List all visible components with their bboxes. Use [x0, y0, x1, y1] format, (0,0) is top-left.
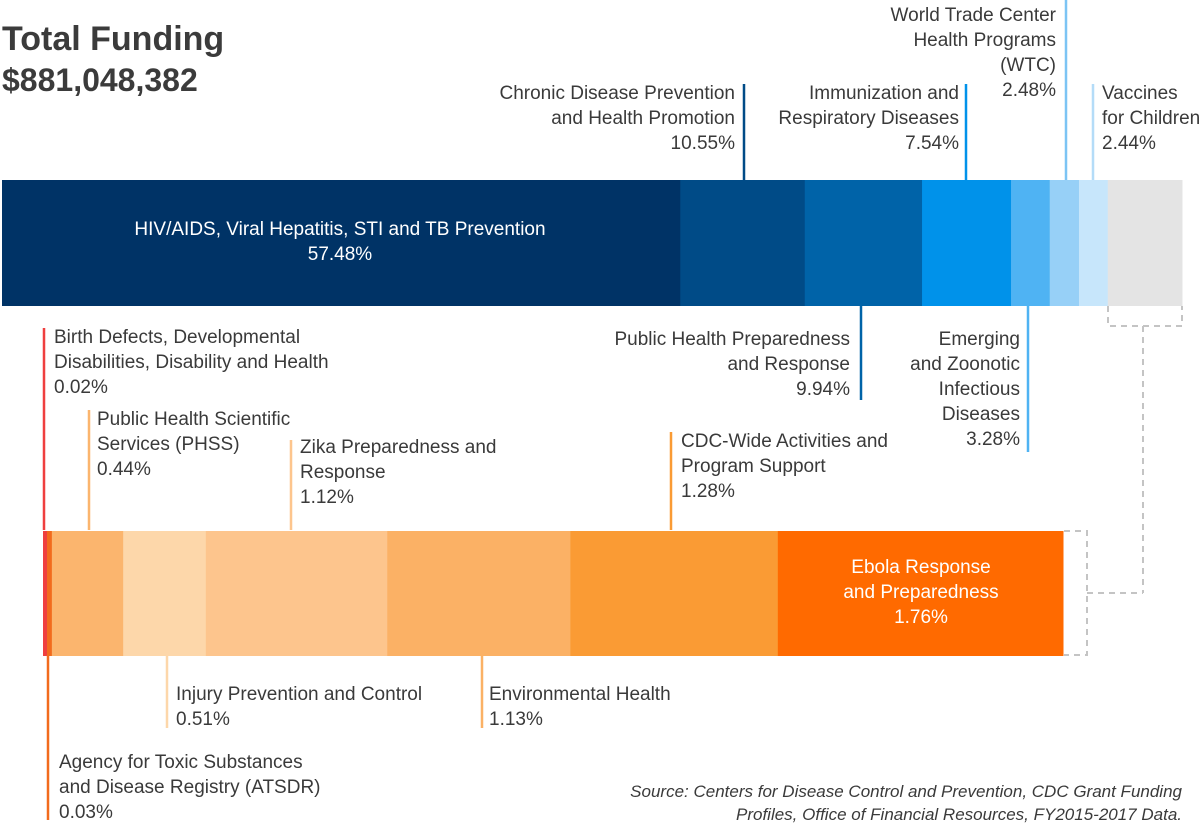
- label-wtc: World Trade Center Health Programs (WTC)…: [891, 3, 1056, 103]
- label-atsdr-line2: and Disease Registry (ATSDR): [59, 777, 321, 798]
- label-ezid-pct: 3.28%: [966, 429, 1020, 450]
- label-immunization-line2: Respiratory Diseases: [778, 108, 959, 129]
- label-zika: Zika Preparedness and Response 1.12%: [300, 435, 496, 510]
- label-vfc-line1: Vaccines: [1102, 83, 1178, 104]
- label-wtc-line2: Health Programs: [913, 30, 1056, 51]
- other-to-bottom-connector: [1064, 306, 1183, 656]
- label-ebola-line2: and Preparedness: [843, 582, 999, 603]
- label-immunization-line1: Immunization and: [809, 83, 959, 104]
- label-birth-line1: Birth Defects, Developmental: [54, 327, 301, 348]
- top-segment-chronic-disease-prevention-and-health-promotion: [680, 180, 806, 306]
- label-ebola: Ebola Response and Preparedness 1.76%: [780, 555, 1062, 630]
- label-chronic-pct: 10.55%: [670, 133, 735, 154]
- leader-lines: [42, 0, 1095, 820]
- label-wtc-line3: (WTC): [1000, 55, 1056, 76]
- source-note: Source: Centers for Disease Control and …: [630, 780, 1182, 826]
- label-atsdr: Agency for Toxic Substances and Disease …: [59, 750, 321, 825]
- bottom-segment-public-health-scientific-services-phss: [51, 531, 124, 656]
- label-injury-pct: 0.51%: [176, 709, 230, 730]
- label-immunization: Immunization and Respiratory Diseases 7.…: [778, 81, 959, 156]
- label-phpr-line1: Public Health Preparedness: [614, 329, 850, 350]
- label-injury-line1: Injury Prevention and Control: [176, 684, 423, 705]
- bottom-segment-injury-prevention-and-control: [123, 531, 207, 656]
- label-hiv-pct: 57.48%: [307, 244, 373, 265]
- label-ezid: Emerging and Zoonotic Infectious Disease…: [910, 327, 1020, 452]
- bottom-segment-cdc-wide-activities-and-program-support: [570, 531, 779, 656]
- total-funding-title: Total Funding: [2, 20, 225, 58]
- label-phpr-pct: 9.94%: [796, 379, 850, 400]
- top-segment-immunization-and-respiratory-diseases: [922, 180, 1012, 306]
- label-birth-pct: 0.02%: [54, 377, 108, 398]
- label-ezid-line1: Emerging: [938, 329, 1020, 350]
- label-env-pct: 1.13%: [489, 709, 543, 730]
- total-funding-amount: $881,048,382: [2, 62, 198, 98]
- bottom-segment-zika-preparedness-and-response: [205, 531, 388, 656]
- label-ezid-line3: Infectious: [938, 379, 1020, 400]
- label-birth-line2: Disabilities, Disability and Health: [54, 352, 329, 373]
- bottom-segment-agency-for-toxic-substances-and-disease-registry-atsdr: [47, 531, 53, 656]
- label-phpr: Public Health Preparedness and Response …: [614, 327, 850, 402]
- label-environmental: Environmental Health 1.13%: [489, 682, 671, 732]
- label-wtc-pct: 2.48%: [1002, 80, 1056, 101]
- label-zika-line1: Zika Preparedness and: [300, 437, 497, 458]
- label-phss-line2: Services (PHSS): [97, 434, 240, 455]
- source-line1: Source: Centers for Disease Control and …: [630, 782, 1182, 801]
- bottom-segment-ebola-response-and-preparedness: [777, 531, 1064, 656]
- label-birth-defects: Birth Defects, Developmental Disabilitie…: [54, 325, 329, 400]
- label-cdcwide-line2: Program Support: [681, 456, 826, 477]
- label-cdcwide-line1: CDC-Wide Activities and: [681, 431, 888, 452]
- label-cdcwide-pct: 1.28%: [681, 481, 735, 502]
- label-vfc-line2: for Children: [1102, 108, 1200, 129]
- top-stacked-bar: [2, 180, 1183, 306]
- label-wtc-line1: World Trade Center: [890, 5, 1056, 26]
- label-ebola-pct: 1.76%: [894, 607, 948, 628]
- label-zika-pct: 1.12%: [300, 487, 354, 508]
- top-segment-vaccines-for-children: [1078, 180, 1109, 306]
- source-line2: Profiles, Office of Financial Resources,…: [736, 805, 1182, 824]
- label-zika-line2: Response: [300, 462, 386, 483]
- bottom-stacked-bar: [43, 531, 1064, 656]
- label-chronic-line1: Chronic Disease Prevention: [499, 83, 735, 104]
- label-vfc: Vaccines for Children 2.44%: [1102, 81, 1200, 156]
- label-chronic-line2: and Health Promotion: [551, 108, 735, 129]
- label-injury: Injury Prevention and Control 0.51%: [176, 682, 422, 732]
- label-hiv: HIV/AIDS, Viral Hepatitis, STI and TB Pr…: [40, 217, 640, 267]
- label-atsdr-line1: Agency for Toxic Substances: [59, 752, 303, 773]
- label-hiv-name: HIV/AIDS, Viral Hepatitis, STI and TB Pr…: [134, 219, 546, 240]
- top-segment-other: [1107, 180, 1183, 306]
- label-vfc-pct: 2.44%: [1102, 133, 1156, 154]
- top-segment-hiv-aids-viral-hepatitis-sti-and-tb-prevention: [2, 180, 681, 306]
- label-ebola-line1: Ebola Response: [851, 557, 991, 578]
- top-segment-emerging-and-zoonotic-infectious-diseases: [1011, 180, 1051, 306]
- top-segment-public-health-preparedness-and-response: [804, 180, 923, 306]
- label-atsdr-pct: 0.03%: [59, 802, 113, 823]
- label-ezid-line4: Diseases: [941, 404, 1020, 425]
- label-chronic: Chronic Disease Prevention and Health Pr…: [499, 81, 735, 156]
- label-cdc-wide: CDC-Wide Activities and Program Support …: [681, 429, 888, 504]
- top-segment-world-trade-center-health-programs-wtc: [1049, 180, 1080, 306]
- label-phss-line1: Public Health Scientific: [97, 409, 291, 430]
- bottom-segment-birth-defects-developmental-disabilities-disability-and-health: [43, 531, 48, 656]
- label-immunization-pct: 7.54%: [905, 133, 959, 154]
- bottom-segment-environmental-health: [387, 531, 571, 656]
- label-env-line1: Environmental Health: [489, 684, 671, 705]
- label-phpr-line2: and Response: [727, 354, 850, 375]
- label-phss-pct: 0.44%: [97, 459, 151, 480]
- label-phss: Public Health Scientific Services (PHSS)…: [97, 407, 290, 482]
- label-ezid-line2: and Zoonotic: [910, 354, 1020, 375]
